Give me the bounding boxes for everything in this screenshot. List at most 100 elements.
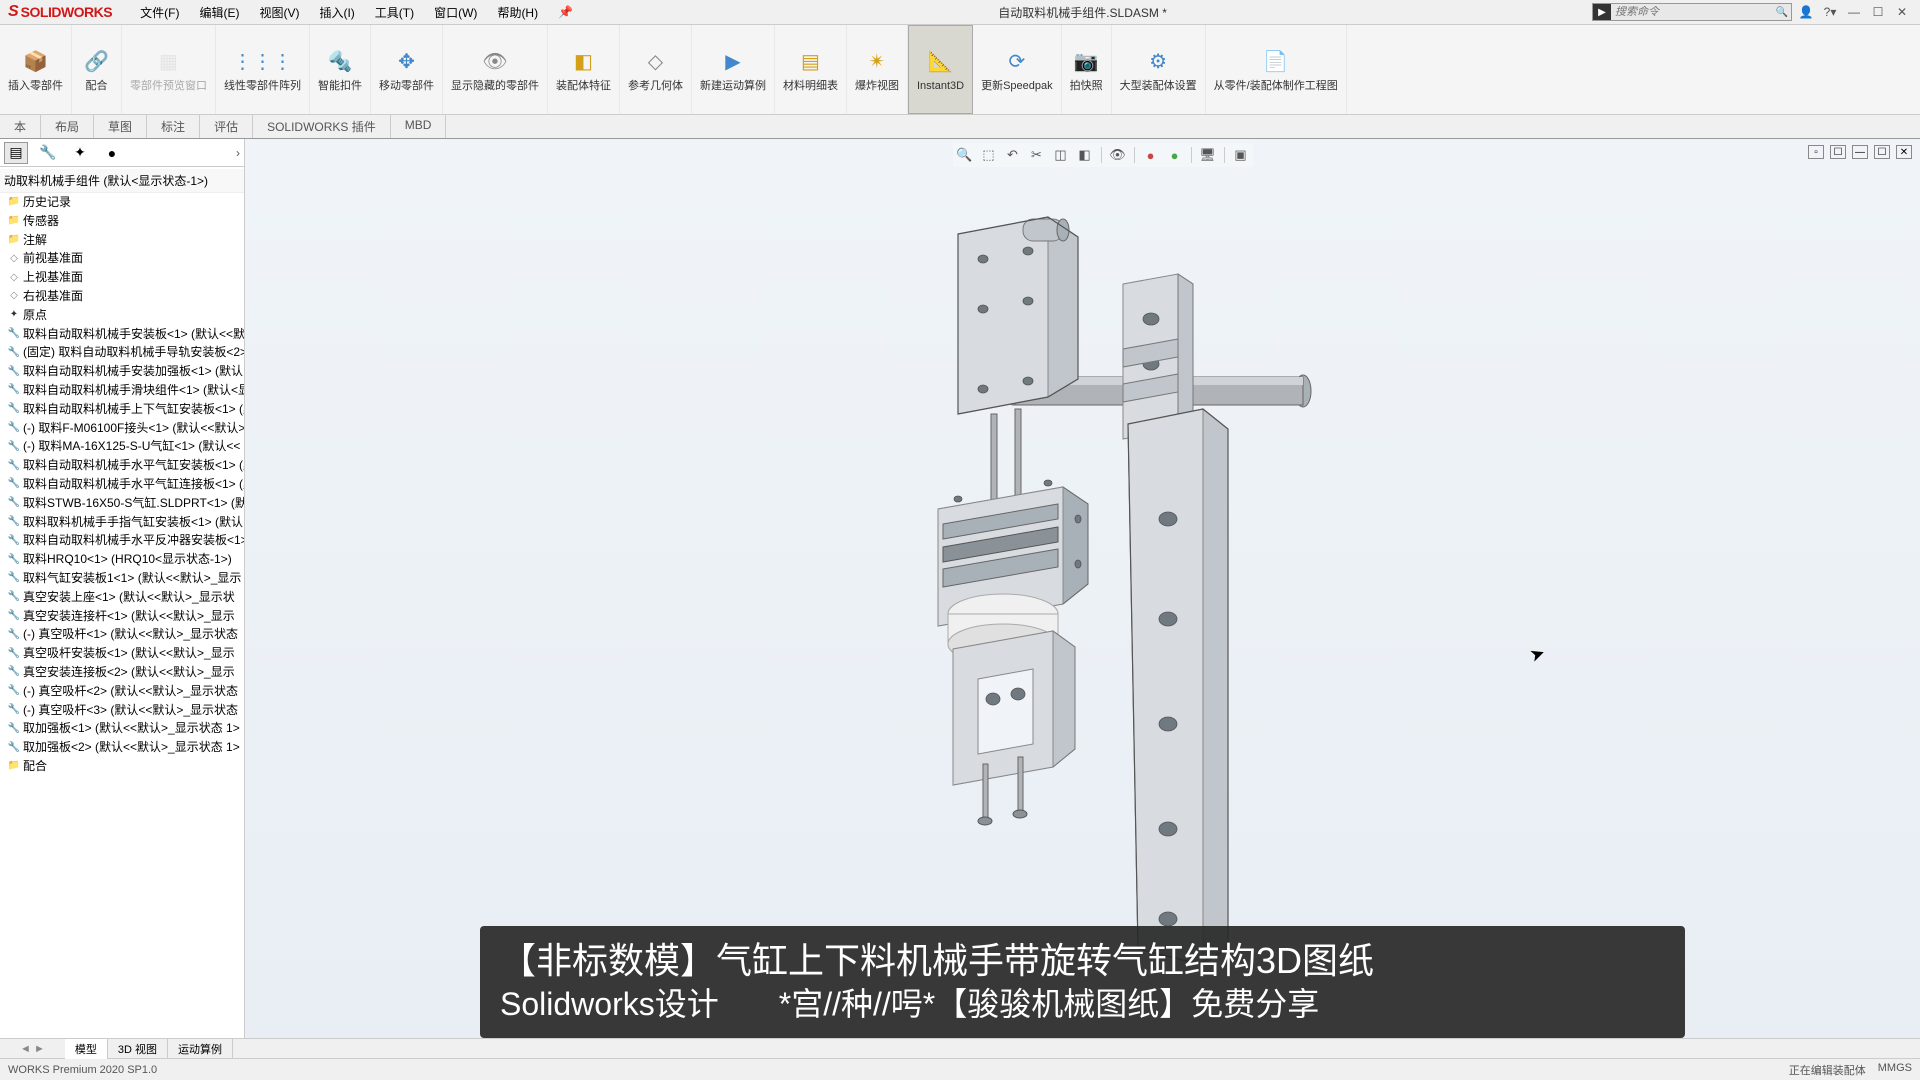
tree-item[interactable]: 📁历史记录 (0, 193, 244, 212)
search-go-icon[interactable]: 🔍 (1773, 7, 1791, 18)
tree-item[interactable]: 🔧(-) 真空吸杆<2> (默认<<默认>_显示状态 (0, 682, 244, 701)
tree-item[interactable]: 🔧取料STWB-16X50-S气缸.SLDPRT<1> (默 (0, 494, 244, 513)
part-icon: 🔧 (8, 384, 20, 396)
tab-MBD[interactable]: MBD (391, 115, 447, 138)
zoom-fit-icon[interactable]: 🔍 (955, 145, 975, 165)
section-icon[interactable]: ✂ (1027, 145, 1047, 165)
ribbon-插入零部件[interactable]: 📦插入零部件 (0, 25, 72, 114)
tree-item[interactable]: 🔧取料自动取料机械手安装加强板<1> (默认… (0, 362, 244, 381)
tree-item[interactable]: 📁传感器 (0, 212, 244, 231)
ribbon-显示隐藏的零部件[interactable]: 👁显示隐藏的零部件 (443, 25, 548, 114)
tree-item[interactable]: 🔧取料气缸安装板1<1> (默认<<默认>_显示 (0, 569, 244, 588)
ribbon-Instant3D[interactable]: 📐Instant3D (908, 25, 973, 114)
ribbon-拍快照[interactable]: 📷拍快照 (1062, 25, 1112, 114)
feature-tree-tab-icon[interactable]: ▤ (4, 142, 28, 164)
appearance-tab-icon[interactable]: ● (100, 142, 124, 164)
tree-root[interactable]: 动取料机械手组件 (默认<显示状态-1>) (0, 169, 244, 193)
tab-布局[interactable]: 布局 (41, 115, 94, 138)
part-icon: 🔧 (8, 610, 20, 622)
tab-SOLIDWORKS 插件[interactable]: SOLIDWORKS 插件 (253, 115, 391, 138)
ribbon-大型装配体设置[interactable]: ⚙大型装配体设置 (1112, 25, 1206, 114)
tree-item[interactable]: 🔧取料自动取料机械手水平气缸安装板<1> (默 (0, 456, 244, 475)
menu-工具(T)[interactable]: 工具(T) (365, 4, 424, 21)
ribbon-参考几何体[interactable]: ◇参考几何体 (620, 25, 692, 114)
command-search[interactable]: ▶ 🔍 (1592, 3, 1792, 21)
ribbon-线性零部件阵列[interactable]: ⋮⋮⋮线性零部件阵列 (216, 25, 310, 114)
tree-item[interactable]: 🔧取料自动取料机械手上下气缸安装板<1> (默 (0, 400, 244, 419)
menu-插入(I)[interactable]: 插入(I) (309, 4, 364, 21)
tree-item[interactable]: ◇右视基准面 (0, 287, 244, 306)
tree-item[interactable]: 🔧取料自动取料机械手水平气缸连接板<1> (默 (0, 475, 244, 494)
expand-icon[interactable]: › (236, 146, 240, 160)
ribbon-移动零部件[interactable]: ✥移动零部件 (371, 25, 443, 114)
tab-本[interactable]: 本 (0, 115, 41, 138)
vp-max-icon[interactable]: ☐ (1874, 145, 1890, 159)
orient-icon[interactable]: ◫ (1051, 145, 1071, 165)
menu-帮助(H)[interactable]: 帮助(H) (487, 4, 548, 21)
ribbon-材料明细表[interactable]: ▤材料明细表 (775, 25, 847, 114)
vp-ctrl2-icon[interactable]: ☐ (1830, 145, 1846, 159)
close-button[interactable]: ✕ (1892, 3, 1912, 21)
tree-item[interactable]: 🔧取料取料机械手手指气缸安装板<1> (默认… (0, 513, 244, 532)
tree-item[interactable]: 🔧取加强板<2> (默认<<默认>_显示状态 1> (0, 738, 244, 757)
tab-评估[interactable]: 评估 (200, 115, 253, 138)
tree-item[interactable]: 🔧取料自动取料机械手安装板<1> (默认<<默 (0, 325, 244, 344)
ribbon-装配体特征[interactable]: ◧装配体特征 (548, 25, 620, 114)
tree-item[interactable]: 🔧(固定) 取料自动取料机械手导轨安装板<2> (0, 343, 244, 362)
tree-item[interactable]: 🔧(-) 取料F-M06100F接头<1> (默认<<默认> (0, 419, 244, 438)
vp-close-icon[interactable]: ✕ (1896, 145, 1912, 159)
user-icon[interactable]: 👤 (1796, 3, 1816, 21)
config-tab-icon[interactable]: ✦ (68, 142, 92, 164)
zoom-area-icon[interactable]: ⬚ (979, 145, 999, 165)
tree-item[interactable]: ◇上视基准面 (0, 268, 244, 287)
bottom-tab-3D 视图[interactable]: 3D 视图 (108, 1039, 168, 1059)
tree-item[interactable]: 🔧(-) 取料MA-16X125-S-U气缸<1> (默认<< (0, 437, 244, 456)
ribbon-label: 拍快照 (1070, 80, 1103, 93)
view-setting-icon[interactable]: 🖥 (1198, 145, 1218, 165)
tree-item[interactable]: 🔧真空安装连接杆<1> (默认<<默认>_显示 (0, 607, 244, 626)
tree-item[interactable]: 📁配合 (0, 757, 244, 776)
tree-item[interactable]: ◇前视基准面 (0, 249, 244, 268)
help-icon[interactable]: ?▾ (1820, 3, 1840, 21)
model-viewport[interactable]: 🔍 ⬚ ↶ ✂ ◫ ◧ 👁 ● ● 🖥 ▣ ▫ ☐ — ☐ ✕ (245, 139, 1920, 1038)
tab-标注[interactable]: 标注 (147, 115, 200, 138)
ribbon-爆炸视图[interactable]: ✴爆炸视图 (847, 25, 908, 114)
ribbon-配合[interactable]: 🔗配合 (72, 25, 122, 114)
search-input[interactable] (1611, 6, 1773, 18)
hide-show-icon[interactable]: 👁 (1108, 145, 1128, 165)
vp-ctrl1-icon[interactable]: ▫ (1808, 145, 1824, 159)
tree-item[interactable]: 🔧(-) 真空吸杆<1> (默认<<默认>_显示状态 (0, 625, 244, 644)
tree-item[interactable]: 📁注解 (0, 231, 244, 250)
ribbon-从零件/装配体制作工程图[interactable]: 📄从零件/装配体制作工程图 (1206, 25, 1347, 114)
menu-视图(V)[interactable]: 视图(V) (249, 4, 309, 21)
minimize-button[interactable]: — (1844, 3, 1864, 21)
ribbon-新建运动算例[interactable]: ▶新建运动算例 (692, 25, 775, 114)
tree-item[interactable]: 🔧真空安装连接板<2> (默认<<默认>_显示 (0, 663, 244, 682)
ribbon-智能扣件[interactable]: 🔩智能扣件 (310, 25, 371, 114)
tree-item[interactable]: 🔧取料HRQ10<1> (HRQ10<显示状态-1>) (0, 550, 244, 569)
property-tab-icon[interactable]: 🔧 (36, 142, 60, 164)
tree-item[interactable]: 🔧取料自动取料机械手水平反冲器安装板<1> (0, 531, 244, 550)
maximize-button[interactable]: ☐ (1868, 3, 1888, 21)
vp-min-icon[interactable]: — (1852, 145, 1868, 159)
prev-view-icon[interactable]: ↶ (1003, 145, 1023, 165)
menu-文件(F)[interactable]: 文件(F) (130, 4, 189, 21)
ribbon-更新Speedpak[interactable]: ⟳更新Speedpak (973, 25, 1062, 114)
appearance-icon[interactable]: ● (1141, 145, 1161, 165)
bottom-tab-运动算例[interactable]: 运动算例 (168, 1039, 233, 1059)
tree-item[interactable]: 🔧(-) 真空吸杆<3> (默认<<默认>_显示状态 (0, 701, 244, 720)
tree-item[interactable]: 🔧真空吸杆安装板<1> (默认<<默认>_显示 (0, 644, 244, 663)
menu-编辑(E)[interactable]: 编辑(E) (189, 4, 249, 21)
tree-item[interactable]: 🔧真空安装上座<1> (默认<<默认>_显示状 (0, 588, 244, 607)
pin-icon[interactable]: 📌 (558, 5, 573, 19)
tree-item[interactable]: 🔧取料自动取料机械手滑块组件<1> (默认<显 (0, 381, 244, 400)
render-icon[interactable]: ▣ (1231, 145, 1251, 165)
display-style-icon[interactable]: ◧ (1075, 145, 1095, 165)
menu-窗口(W)[interactable]: 窗口(W) (424, 4, 487, 21)
tree-item[interactable]: 🔧取加强板<1> (默认<<默认>_显示状态 1> (0, 719, 244, 738)
tab-草图[interactable]: 草图 (94, 115, 147, 138)
scene-icon[interactable]: ● (1165, 145, 1185, 165)
bottom-tab-模型[interactable]: 模型 (65, 1039, 108, 1059)
part-icon: 🔧 (8, 441, 20, 453)
tree-item[interactable]: ✦原点 (0, 306, 244, 325)
